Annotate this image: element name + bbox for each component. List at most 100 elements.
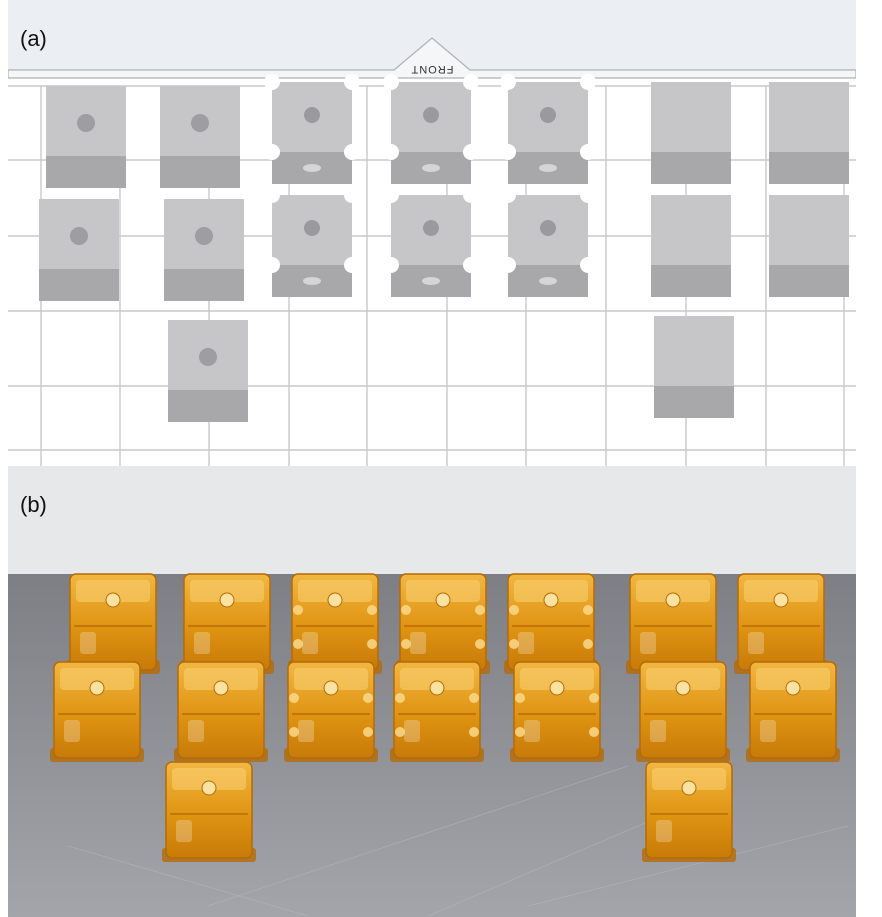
corner-notch [463, 74, 479, 90]
side-hole-icon [539, 164, 557, 172]
part-side-face [651, 152, 731, 184]
resin-top-highlight [636, 580, 710, 602]
resin-gloss [188, 720, 204, 742]
part-side-face [39, 269, 119, 301]
corner-notch [580, 144, 596, 160]
resin-top-highlight [400, 668, 474, 690]
resin-top-highlight [184, 668, 258, 690]
resin-part [174, 661, 268, 762]
resin-part [66, 573, 160, 674]
resin-gloss [748, 632, 764, 654]
resin-part [510, 661, 604, 762]
resin-top-highlight [406, 580, 480, 602]
resin-top-highlight [652, 768, 726, 790]
resin-gloss [298, 720, 314, 742]
resin-notch [469, 727, 479, 737]
notched-cube-with-holes [383, 187, 479, 297]
resin-notch [469, 693, 479, 703]
corner-notch [463, 187, 479, 203]
resin-part [288, 573, 382, 674]
plain-cube-with-hole [160, 86, 240, 188]
build-plate-render: FRONT [8, 0, 856, 466]
resin-top-highlight [520, 668, 594, 690]
corner-notch [500, 257, 516, 273]
resin-part [50, 661, 144, 762]
resin-top-highlight [756, 668, 830, 690]
resin-notch [401, 639, 411, 649]
hole-icon [77, 114, 95, 132]
hole-icon [540, 107, 556, 123]
part-top-face [769, 195, 849, 265]
resin-notch [583, 605, 593, 615]
notched-cube-with-holes [500, 187, 596, 297]
resin-hole-icon [327, 592, 343, 608]
printed-parts-photo [8, 466, 856, 917]
resin-gloss [302, 632, 318, 654]
part-top-face [651, 195, 731, 265]
hole-icon [423, 107, 439, 123]
notched-cube-with-holes [500, 74, 596, 184]
corner-notch [344, 257, 360, 273]
side-hole-icon [422, 277, 440, 285]
corner-notch [383, 257, 399, 273]
resin-notch [289, 693, 299, 703]
solid-cube [769, 195, 849, 297]
resin-part [396, 573, 490, 674]
resin-top-highlight [646, 668, 720, 690]
resin-top-highlight [190, 580, 264, 602]
resin-notch [509, 605, 519, 615]
resin-gloss [176, 820, 192, 842]
corner-notch [344, 187, 360, 203]
resin-gloss [64, 720, 80, 742]
plain-cube-with-hole [168, 320, 248, 422]
solid-cube [654, 316, 734, 418]
corner-notch [580, 74, 596, 90]
panel-a-build-plate: FRONT (a) [8, 0, 856, 466]
resin-notch [589, 727, 599, 737]
notched-cube-with-holes [264, 74, 360, 184]
resin-hole-icon [773, 592, 789, 608]
plain-cube-with-hole [164, 199, 244, 301]
corner-notch [264, 144, 280, 160]
resin-notch [363, 727, 373, 737]
notched-cube-with-holes [383, 74, 479, 184]
resin-notch [475, 639, 485, 649]
resin-part [284, 661, 378, 762]
panel-a-label: (a) [20, 26, 47, 51]
resin-notch [401, 605, 411, 615]
corner-notch [264, 257, 280, 273]
corner-notch [580, 257, 596, 273]
resin-hole-icon [213, 680, 229, 696]
corner-notch [463, 257, 479, 273]
resin-top-highlight [294, 668, 368, 690]
resin-gloss [194, 632, 210, 654]
resin-notch [583, 639, 593, 649]
solid-cube [651, 82, 731, 184]
resin-gloss [518, 632, 534, 654]
parts-group [39, 74, 849, 422]
resin-notch [589, 693, 599, 703]
resin-gloss [640, 632, 656, 654]
resin-hole-icon [201, 780, 217, 796]
corner-notch [264, 187, 280, 203]
plain-cube-with-hole [39, 199, 119, 301]
resin-notch [367, 639, 377, 649]
resin-gloss [404, 720, 420, 742]
resin-hole-icon [785, 680, 801, 696]
notched-cube-with-holes [264, 187, 360, 297]
corner-notch [344, 74, 360, 90]
resin-notch [293, 639, 303, 649]
hole-icon [191, 114, 209, 132]
corner-notch [500, 144, 516, 160]
side-hole-icon [422, 164, 440, 172]
resin-hole-icon [219, 592, 235, 608]
part-top-face [654, 316, 734, 386]
resin-notch [395, 693, 405, 703]
resin-notch [509, 639, 519, 649]
resin-part [734, 573, 828, 674]
plain-cube-with-hole [46, 86, 126, 188]
resin-hole-icon [675, 680, 691, 696]
resin-hole-icon [323, 680, 339, 696]
resin-part [626, 573, 720, 674]
part-side-face [168, 390, 248, 422]
